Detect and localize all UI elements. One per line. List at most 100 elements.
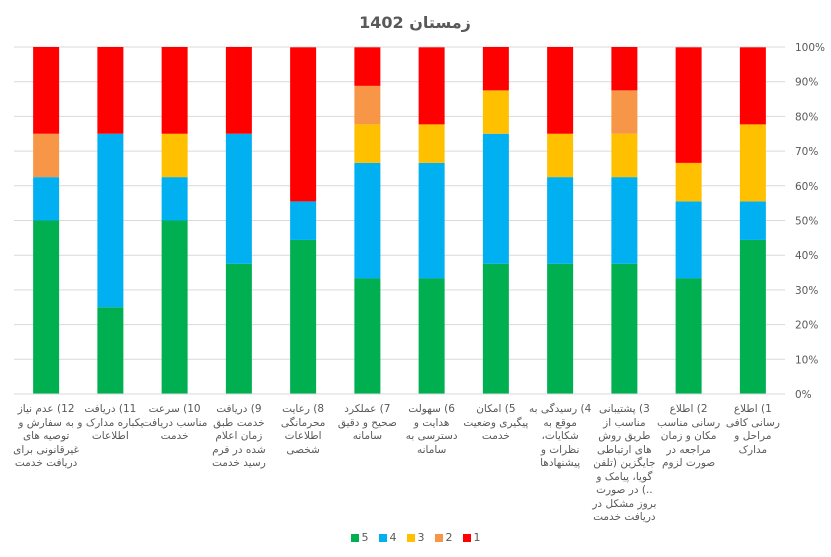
x-tick-label: 4) رسیدگی به موقع به شکایات، نظرات و پیش… [528, 403, 592, 469]
bar-segment-5 [225, 263, 252, 394]
x-tick-label: 1) اطلاع رسانی کافی مراحل و مدارک [725, 403, 780, 456]
x-tick-label: 11) دریافت یکباره مدارک و اطلاعات [77, 403, 144, 442]
legend-item: 3 [406, 531, 425, 544]
bar-stack [225, 47, 252, 394]
x-tick-label: 10) سرعت مناسب دریافت خدمت [141, 403, 208, 442]
bar-segment-5 [354, 278, 381, 394]
bar-segment-5 [611, 263, 638, 394]
bar-segment-1 [225, 47, 252, 134]
gridlines [14, 46, 785, 360]
bar-segment-3 [547, 133, 574, 178]
bar-segment-3 [418, 124, 445, 163]
bar-segment-4 [611, 177, 638, 264]
y-tick-label: 50% [795, 216, 818, 228]
legend-swatch [350, 533, 359, 542]
bar-segment-1 [97, 47, 124, 134]
x-tick-label: 7) عملکرد صحیح و دقیق سامانه [337, 403, 397, 442]
bar-stack [161, 47, 188, 394]
legend-item: 5 [350, 531, 369, 544]
bar-segment-4 [418, 162, 445, 279]
bar-segment-4 [482, 133, 509, 264]
bar-segment-1 [161, 47, 188, 134]
y-tick-label: 10% [795, 354, 818, 366]
legend-label: 3 [417, 531, 425, 544]
legend-swatch [434, 533, 443, 542]
bar-segment-5 [547, 263, 574, 394]
legend-label: 1 [473, 531, 481, 544]
bar-segment-2 [354, 85, 381, 125]
legend-swatch [378, 533, 387, 542]
bar-segment-5 [739, 239, 766, 394]
bar-stack [675, 47, 702, 394]
legend-label: 2 [445, 531, 453, 544]
y-tick-label: 80% [795, 111, 818, 123]
x-tick-label: 5) امکان پیگیری وضعیت خدمت [463, 403, 529, 442]
x-tick-label: 2) اطلاع رسانی مناسب مکان و زمان مراجعه … [657, 403, 721, 469]
legend-swatch [462, 533, 471, 542]
bar-stack [33, 47, 60, 394]
bar-stack [354, 47, 381, 394]
bar-segment-1 [675, 47, 702, 163]
x-tick-label: 12) عدم نیاز به سفارش و توصیه های غیرقان… [13, 403, 80, 469]
legend-label: 4 [389, 531, 397, 544]
bar-segment-3 [675, 162, 702, 202]
y-tick-label: 100% [795, 42, 825, 54]
bar-segment-1 [611, 47, 638, 91]
legend-item: 2 [434, 531, 453, 544]
bar-segment-1 [547, 47, 574, 134]
bar-segment-4 [161, 177, 188, 221]
bar-segment-3 [482, 90, 509, 134]
bar-segment-5 [290, 239, 317, 394]
x-tick-label: 9) دریافت خدمت طبق زمان اعلام شده در فرم… [211, 403, 266, 469]
bar-stack [739, 47, 766, 394]
y-tick-label: 30% [795, 285, 818, 297]
bar-stack [418, 47, 445, 394]
bar-segment-5 [33, 220, 60, 394]
bar-segment-4 [354, 162, 381, 279]
x-tick-label: 8) رعایت محرمانگی اطلاعات شخصی [280, 403, 326, 456]
bar-segment-3 [354, 124, 381, 163]
bar-segment-5 [482, 263, 509, 394]
bar-segment-4 [33, 177, 60, 221]
bar-segment-3 [611, 133, 638, 178]
bar-segment-5 [161, 220, 188, 394]
legend-swatch [406, 533, 415, 542]
bar-stack [290, 47, 317, 394]
y-tick-label: 60% [795, 181, 818, 193]
bar-stack [97, 47, 124, 394]
y-tick-label: 70% [795, 146, 818, 158]
bar-segment-1 [354, 47, 381, 86]
bar-segment-3 [161, 133, 188, 178]
bar-stack [611, 47, 638, 394]
y-tick-label: 40% [795, 250, 818, 262]
chart-title: زمستان 1402 [359, 13, 471, 32]
bar-segment-1 [418, 47, 445, 125]
bar-segment-1 [33, 47, 60, 134]
bar-segment-2 [611, 90, 638, 134]
x-tick-label: 3) پشتیبانی مناسب از طریق روش های ارتباط… [592, 403, 657, 523]
y-tick-label: 0% [795, 389, 812, 401]
bar-segment-5 [675, 278, 702, 394]
legend-label: 5 [361, 531, 369, 544]
bar-segment-4 [97, 133, 124, 308]
y-axis-ticks: 0% 10% 20% 30% 40% 50% 60% 70% 80% 90% 100% [795, 42, 825, 401]
bar-segment-3 [739, 124, 766, 202]
bar-segment-2 [33, 133, 60, 178]
bars [33, 47, 766, 394]
bar-segment-5 [418, 278, 445, 394]
legend-item: 1 [462, 531, 481, 544]
bar-stack [482, 47, 509, 394]
bar-segment-4 [225, 133, 252, 264]
bar-segment-4 [739, 201, 766, 240]
bar-stack [547, 47, 574, 394]
bar-segment-4 [290, 201, 317, 240]
y-tick-label: 20% [795, 320, 818, 332]
bar-segment-5 [97, 307, 124, 394]
x-tick-label: 6) سهولت هدایت و دسترسی به سامانه [405, 403, 458, 456]
bar-segment-4 [547, 177, 574, 264]
bar-segment-4 [675, 201, 702, 279]
bar-segment-1 [739, 47, 766, 125]
legend-item: 4 [378, 531, 397, 544]
bar-segment-1 [482, 47, 509, 91]
